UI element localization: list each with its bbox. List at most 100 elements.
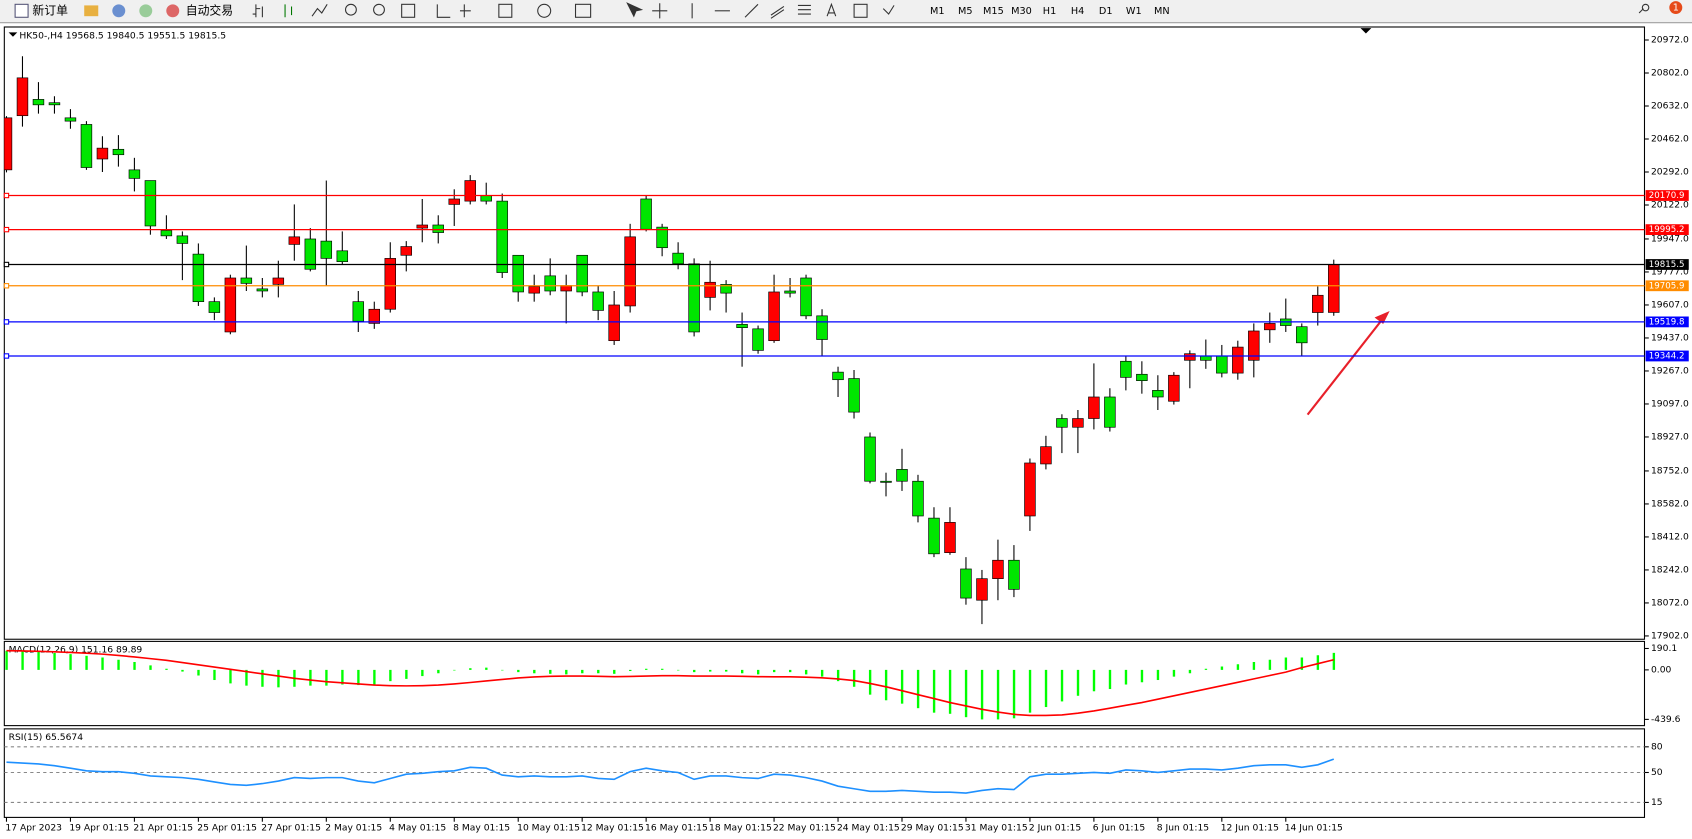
cursor-button[interactable] <box>626 2 644 18</box>
rsi-panel <box>3 728 1646 818</box>
x-tick-label: 12 Jun 01:15 <box>1221 823 1279 834</box>
level-handle[interactable] <box>3 226 10 233</box>
x-tick-label: 4 May 01:15 <box>389 823 446 834</box>
y-tick-label: 19267.0 <box>1651 365 1689 376</box>
toolbar-icon[interactable] <box>112 4 126 18</box>
candle-body <box>880 480 892 483</box>
macd-bar <box>1252 662 1256 670</box>
x-tick-label: 31 May 01:15 <box>965 823 1028 834</box>
macd-bar <box>996 669 1000 720</box>
candle-body <box>608 304 620 342</box>
shift-button[interactable] <box>459 4 471 18</box>
candle-body <box>640 198 652 230</box>
macd-bar <box>820 669 824 677</box>
candle-body <box>416 224 428 229</box>
auto-trading-button[interactable]: 自动交易 <box>186 3 233 17</box>
macd-bar <box>85 655 88 670</box>
candle-body <box>80 124 93 168</box>
line-chart-button[interactable] <box>311 4 328 17</box>
x-tick-label: 22 May 01:15 <box>773 823 836 834</box>
macd-bar <box>788 669 792 673</box>
macd-bar <box>325 669 328 686</box>
channel-button[interactable] <box>770 6 785 19</box>
indicators-button[interactable] <box>498 3 513 18</box>
autoscroll-button[interactable] <box>436 4 451 18</box>
level-handle[interactable] <box>3 192 10 199</box>
arrows-button[interactable] <box>882 5 895 15</box>
periods-button[interactable] <box>537 3 552 18</box>
new-order-icon[interactable] <box>14 3 29 18</box>
badge-count: 1 <box>1673 3 1679 14</box>
timeframe-button[interactable]: H1 <box>1043 6 1056 17</box>
candle-body <box>656 226 668 249</box>
timeframe-button[interactable]: H4 <box>1071 6 1084 17</box>
symbol-menu-arrow[interactable] <box>8 32 18 37</box>
timeframe-button[interactable]: D1 <box>1099 6 1113 17</box>
bar-chart-button[interactable] <box>252 4 263 18</box>
y-tick-label: 19947.0 <box>1651 233 1689 244</box>
timeframe-button[interactable]: M30 <box>1011 6 1032 17</box>
candle-body <box>16 77 29 117</box>
candle-body <box>976 578 988 601</box>
crosshair-button[interactable] <box>652 3 668 19</box>
level-tag <box>1645 259 1689 270</box>
x-tick-label: 6 Jun 01:15 <box>1093 823 1146 834</box>
macd-bar <box>405 669 408 679</box>
timeframe-button[interactable]: M1 <box>930 6 945 17</box>
level-tag-label: 19705.9 <box>1649 281 1685 291</box>
candle-body <box>992 559 1004 579</box>
zoom-in-button[interactable] <box>344 3 357 16</box>
level-handle[interactable] <box>3 353 10 359</box>
x-tick-label: 12 May 01:15 <box>581 823 644 834</box>
last-open: 19568.5 <box>66 30 104 41</box>
macd-bar <box>948 669 952 714</box>
candle-body <box>160 230 173 237</box>
toolbar <box>0 0 1692 23</box>
level-tag <box>1645 350 1689 362</box>
macd-bar <box>1108 669 1112 690</box>
candle-body <box>48 102 61 106</box>
y-tick-label: 18412.0 <box>1651 531 1689 542</box>
candle-body <box>496 200 508 273</box>
macd-bar <box>741 669 744 674</box>
notification-badge[interactable] <box>1669 1 1683 15</box>
candle-body <box>624 236 636 307</box>
candle-body <box>1216 355 1228 374</box>
toolbar-icon[interactable] <box>84 5 99 17</box>
level-handle[interactable] <box>3 261 10 268</box>
tile-button[interactable] <box>401 3 416 18</box>
macd-bar <box>1156 669 1160 681</box>
timeframe-button[interactable]: MN <box>1154 6 1170 17</box>
chart-title: HK50-,H4 <box>19 30 63 41</box>
macd-bar <box>645 668 648 670</box>
trendline-button[interactable] <box>744 3 759 18</box>
macd-bar <box>149 665 152 670</box>
macd-bar <box>1060 669 1064 702</box>
candle-button[interactable] <box>284 4 293 18</box>
zoom-out-button[interactable] <box>373 3 385 16</box>
timeframe-button[interactable]: M5 <box>958 6 973 17</box>
macd-bar <box>852 669 856 687</box>
timeframe-button[interactable]: W1 <box>1126 6 1142 17</box>
level-handle[interactable] <box>3 283 10 289</box>
level-handle[interactable] <box>3 319 10 325</box>
text-button[interactable] <box>826 2 837 17</box>
fibo-button[interactable] <box>797 4 811 15</box>
rsi-line <box>6 758 1335 794</box>
macd-bar <box>485 667 488 670</box>
y-tick-label: 19777.0 <box>1651 266 1689 277</box>
y-tick-label: 80 <box>1651 741 1663 752</box>
label-button[interactable] <box>853 3 868 18</box>
timeframe-button[interactable]: M15 <box>983 6 1004 17</box>
macd-bar <box>1316 655 1320 670</box>
macd-bar <box>181 669 184 672</box>
auto-trading-icon[interactable] <box>166 4 180 18</box>
macd-title: MACD(12,26,9) 151.16 89.89 <box>9 645 143 656</box>
templates-button[interactable] <box>574 3 592 18</box>
toolbar-icon[interactable] <box>139 4 153 18</box>
new-order-button[interactable]: 新订单 <box>32 3 68 17</box>
candle-body <box>304 238 317 270</box>
candle-body <box>224 277 237 333</box>
candle-body <box>1088 396 1100 419</box>
y-tick-label: 18752.0 <box>1651 465 1689 476</box>
